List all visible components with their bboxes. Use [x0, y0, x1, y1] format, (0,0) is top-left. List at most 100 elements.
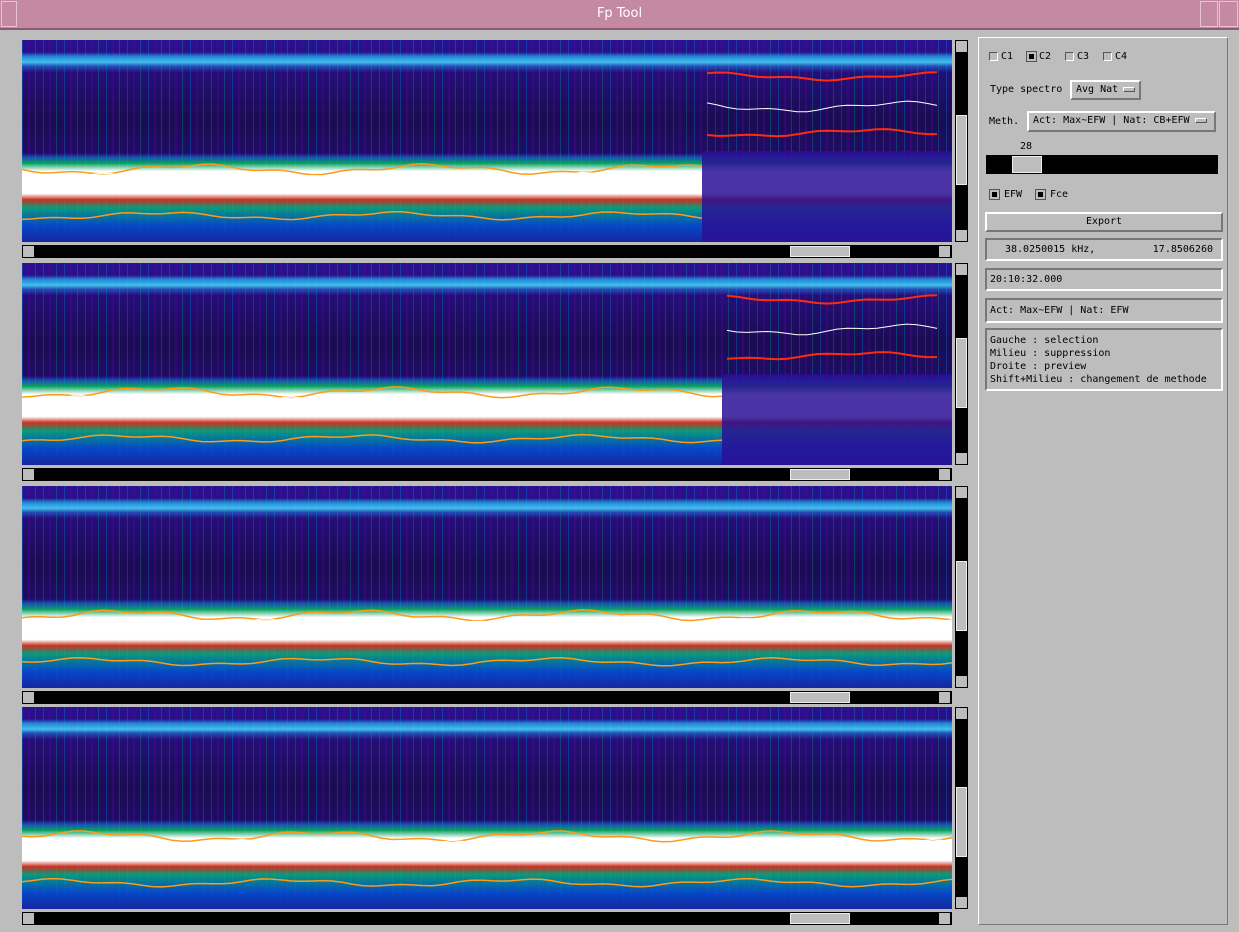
trace-line	[22, 617, 952, 633]
scroll-right-arrow[interactable]	[939, 913, 950, 924]
scroll-down-arrow[interactable]	[956, 453, 967, 464]
scroll-right-arrow[interactable]	[939, 692, 950, 703]
fce-checkbox[interactable]	[1036, 190, 1045, 199]
scroll-right-arrow[interactable]	[939, 246, 950, 257]
type-spectro-menu[interactable]: Avg Nat	[1070, 80, 1142, 100]
scroll-thumb[interactable]	[790, 692, 850, 703]
trace-overlay	[22, 294, 952, 465]
trace-line	[22, 171, 703, 187]
scroll-up-arrow[interactable]	[956, 41, 967, 52]
active-method-field[interactable]: Act: Max~EFW | Nat: EFW	[985, 298, 1223, 323]
scroll-thumb[interactable]	[956, 338, 967, 408]
vertical-scrollbar[interactable]	[955, 40, 968, 242]
scroll-thumb[interactable]	[790, 246, 850, 257]
trace-line	[22, 877, 952, 888]
time-field[interactable]: 20:10:32.000	[985, 268, 1223, 291]
trace-line	[706, 100, 938, 113]
window-title: Fp Tool	[596, 6, 643, 21]
scroll-thumb[interactable]	[956, 561, 967, 631]
window-menu-button[interactable]	[1, 1, 17, 27]
scroll-up-arrow[interactable]	[956, 264, 967, 275]
method-value: Act: Max~EFW | Nat: CB+EFW	[1033, 115, 1190, 126]
scroll-left-arrow[interactable]	[23, 469, 34, 480]
channel-checkbox[interactable]	[1103, 52, 1112, 61]
trace-overlay	[22, 71, 952, 242]
title-bar: Fp Tool	[0, 0, 1239, 30]
cursor-frequency: 38.0250015 kHz,	[1005, 244, 1096, 255]
vertical-scrollbar[interactable]	[955, 486, 968, 688]
scroll-up-arrow[interactable]	[956, 487, 967, 498]
cursor-field[interactable]: 38.0250015 kHz, 17.8506260	[985, 238, 1223, 261]
time-value: 20:10:32.000	[990, 274, 1063, 285]
scroll-thumb[interactable]	[790, 913, 850, 924]
trace-line	[706, 71, 938, 82]
help-box: Gauche : selection Milieu : suppression …	[985, 328, 1223, 391]
cursor-amplitude: 17.8506260	[1152, 244, 1213, 255]
trace-line	[706, 128, 937, 138]
trace-line	[22, 386, 723, 399]
scroll-down-arrow[interactable]	[956, 676, 967, 687]
help-line: Milieu : suppression	[990, 348, 1111, 359]
scroll-thumb[interactable]	[790, 469, 850, 480]
scroll-thumb[interactable]	[956, 115, 967, 185]
trace-line	[22, 830, 952, 843]
scroll-thumb[interactable]	[956, 787, 967, 857]
scroll-down-arrow[interactable]	[956, 230, 967, 241]
horizontal-scrollbar[interactable]	[22, 912, 952, 925]
minimize-button[interactable]	[1200, 1, 1218, 27]
masked-region	[702, 151, 952, 242]
trace-line	[22, 838, 952, 854]
slider-thumb[interactable]	[1012, 156, 1042, 173]
scroll-up-arrow[interactable]	[956, 708, 967, 719]
export-button[interactable]: Export	[985, 212, 1223, 232]
trace-line	[22, 433, 723, 444]
menu-indicator	[1194, 117, 1207, 123]
vertical-scrollbar[interactable]	[955, 263, 968, 465]
maximize-button[interactable]	[1219, 1, 1238, 27]
scroll-down-arrow[interactable]	[956, 897, 967, 908]
horizontal-scrollbar[interactable]	[22, 245, 952, 258]
scroll-right-arrow[interactable]	[939, 469, 950, 480]
spectrogram[interactable]	[22, 263, 952, 465]
scroll-left-arrow[interactable]	[23, 246, 34, 257]
scroll-left-arrow[interactable]	[23, 913, 34, 924]
trace-overlay	[22, 830, 952, 888]
help-line: Shift+Milieu : changement de methode	[990, 374, 1207, 385]
trace-line	[22, 608, 952, 622]
control-panel	[978, 37, 1228, 925]
trace-line	[22, 210, 703, 221]
method-label: Meth.	[989, 116, 1020, 127]
trace-line	[726, 351, 937, 361]
scroll-left-arrow[interactable]	[23, 692, 34, 703]
trace-overlay	[22, 608, 952, 667]
channel-label: C4	[1115, 51, 1128, 62]
type-spectro-value: Avg Nat	[1076, 84, 1119, 95]
help-line: Gauche : selection	[990, 335, 1099, 346]
horizontal-scrollbar[interactable]	[22, 468, 952, 481]
channel-checkbox[interactable]	[1027, 52, 1036, 61]
fce-label: Fce	[1050, 189, 1069, 200]
spectrogram[interactable]	[22, 40, 952, 242]
type-spectro-label: Type spectro	[990, 84, 1063, 95]
trace-line	[22, 163, 703, 176]
help-line: Droite : preview	[990, 361, 1087, 372]
export-label: Export	[1085, 216, 1123, 227]
spectrogram[interactable]	[22, 486, 952, 688]
spectrogram[interactable]	[22, 707, 952, 909]
efw-label: EFW	[1004, 189, 1023, 200]
horizontal-scrollbar[interactable]	[22, 691, 952, 704]
slider-value: 28	[1020, 141, 1033, 152]
masked-region	[722, 374, 952, 465]
trace-line	[726, 323, 938, 336]
channel-checkbox[interactable]	[1065, 52, 1074, 61]
channel-label: C1	[1001, 51, 1014, 62]
efw-checkbox[interactable]	[990, 190, 999, 199]
channel-checkbox[interactable]	[989, 52, 998, 61]
slider-track[interactable]	[986, 155, 1218, 174]
channel-label: C3	[1077, 51, 1090, 62]
method-menu[interactable]: Act: Max~EFW | Nat: CB+EFW	[1027, 111, 1216, 132]
trace-line	[22, 395, 723, 410]
trace-line	[22, 656, 952, 667]
vertical-scrollbar[interactable]	[955, 707, 968, 909]
